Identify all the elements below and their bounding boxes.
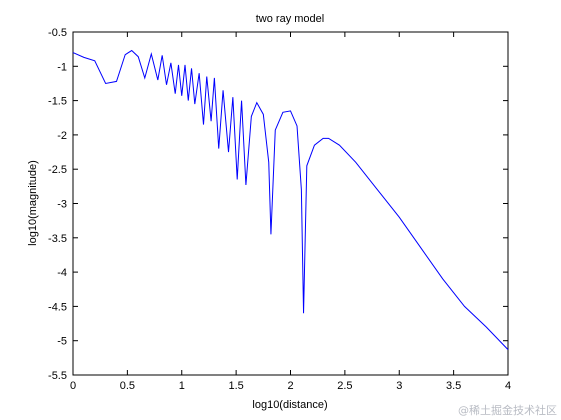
y-tick-label: -1.5 bbox=[48, 96, 67, 108]
y-tick-label: -1 bbox=[57, 61, 67, 73]
axis-ticks bbox=[72, 31, 509, 376]
y-tick-label: -4.5 bbox=[48, 301, 67, 313]
y-axis-label: log10(magnitude) bbox=[27, 160, 39, 246]
y-tick-label: -2.5 bbox=[48, 164, 67, 176]
x-tick-labels: 0 0.5 1 1.5 2 2.5 3 3.5 4 bbox=[70, 380, 511, 392]
x-axis-label: log10(distance) bbox=[252, 399, 327, 411]
series-line bbox=[72, 49, 509, 350]
x-tick-label: 2 bbox=[287, 380, 293, 392]
y-tick-label: -0.5 bbox=[48, 27, 67, 39]
y-tick-label: -3.5 bbox=[48, 233, 67, 245]
y-tick-label: -5 bbox=[57, 336, 67, 348]
x-tick-label: 1.5 bbox=[228, 380, 243, 392]
x-tick-label: 1 bbox=[179, 380, 185, 392]
y-tick-labels: -0.5 -1 -1.5 -2 -2.5 -3 -3.5 -4 -4.5 -5 -5.5 bbox=[48, 27, 67, 382]
x-tick-label: 3 bbox=[396, 380, 402, 392]
watermark-text: @稀土掘金技术社区 bbox=[458, 404, 557, 417]
x-tick-label: 2.5 bbox=[337, 380, 352, 392]
y-tick-label: -2 bbox=[57, 130, 67, 142]
chart-title: two ray model bbox=[256, 13, 324, 25]
y-tick-label: -4 bbox=[57, 267, 67, 279]
x-tick-label: 4 bbox=[505, 380, 511, 392]
plot-area-frame bbox=[72, 31, 509, 376]
y-tick-label: -5.5 bbox=[48, 370, 67, 382]
x-tick-label: 0 bbox=[70, 380, 76, 392]
x-tick-label: 0.5 bbox=[120, 380, 135, 392]
x-tick-label: 3.5 bbox=[446, 380, 461, 392]
y-tick-label: -3 bbox=[57, 199, 67, 211]
